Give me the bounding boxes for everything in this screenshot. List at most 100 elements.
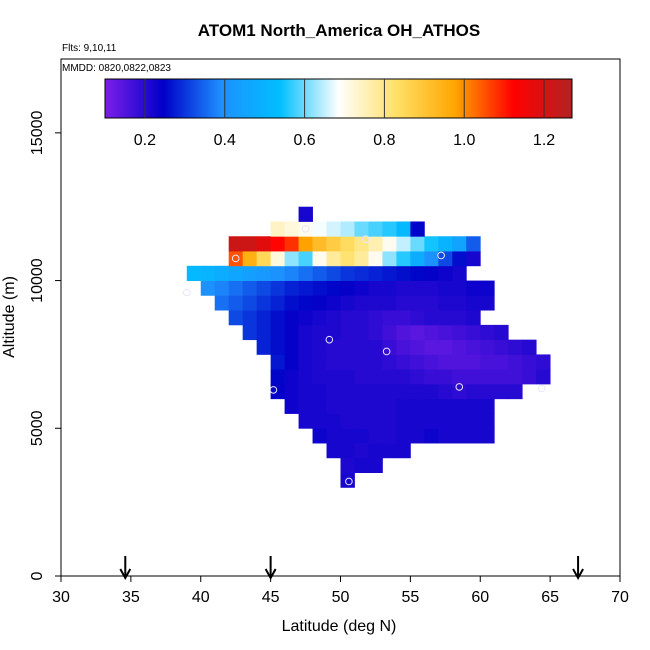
heatmap-cell [270,339,285,355]
heatmap-cell [382,413,397,429]
heatmap-cell [466,236,481,252]
heatmap-cell [354,383,369,400]
heatmap-cell [326,265,341,281]
heatmap-cell [270,280,285,296]
heatmap-cell [438,295,453,311]
heatmap-cell [340,443,355,459]
heatmap-cell [298,265,313,281]
heatmap-cell [270,221,285,237]
heatmap-cell [312,398,327,414]
heatmap-cell [368,354,383,370]
heatmap-cell [480,324,495,341]
heatmap-cell [466,354,481,370]
colorbar-tick-label: 1.0 [453,132,475,149]
heatmap-cell [270,310,285,326]
heatmap-cell [382,383,397,400]
y-axis: 0 5000 10000 15000 [29,111,61,580]
heatmap-cell [256,265,272,281]
heatmap-cell [508,369,523,385]
heatmap-cell [200,265,216,281]
sample-point [325,335,334,344]
heatmap-cell [354,354,369,370]
heatmap-cell [368,251,383,267]
heatmap-cell [368,295,383,311]
heatmap-cell [396,265,411,281]
heatmap-cell [438,383,453,400]
heatmap-cell [382,398,397,414]
heatmap-cell [256,236,272,252]
heatmap-cell [284,354,299,370]
heatmap-cell [284,280,299,296]
heatmap-cell [382,339,397,355]
heatmap-cell [340,236,355,252]
heatmap-cell [368,221,383,237]
heatmap-cell [410,324,425,341]
heatmap-cell [354,310,369,326]
heatmap-cell [382,280,397,296]
heatmap-cell [242,265,258,281]
heatmap-cell [452,354,467,370]
heatmap-cell [312,324,327,341]
heatmap-cell [396,413,411,429]
heatmap-cell [396,310,411,326]
x-tick-label: 70 [611,589,629,606]
x-axis-title: Latitude (deg N) [282,618,397,635]
heatmap-cell [284,251,299,267]
heatmap-cell [270,324,285,341]
heatmap-cell [438,310,453,326]
heatmap-cell [438,398,453,414]
heatmap-cell [340,354,355,370]
down-arrow-icon [119,556,132,581]
heatmap-cell [424,339,439,355]
heatmap-cell [228,295,244,311]
heatmap-cell [284,383,299,400]
heatmap-cells [186,206,551,488]
heatmap-cell [382,324,397,341]
colorbar-ticks: 0.2 0.4 0.6 0.8 1.0 1.2 [134,79,555,149]
heatmap-cell [396,443,411,459]
heatmap-cell [326,398,341,414]
heatmap-cell [312,280,327,296]
sample-point [345,477,353,486]
heatmap-cell [466,295,481,311]
heatmap-cell [354,443,369,459]
heatmap-cell [396,236,411,252]
heatmap-cell [438,428,453,444]
chart-title: ATOM1 North_America OH_ATHOS [198,21,480,40]
heatmap-cell [536,354,551,370]
heatmap-cell [242,280,258,296]
heatmap-cell [368,236,383,252]
heatmap-cell [242,251,258,267]
x-tick-label: 45 [262,589,280,606]
colorbar-tick-label: 1.2 [533,132,555,149]
heatmap-cell [284,310,299,326]
heatmap-cell [298,295,313,311]
heatmap-cell [480,428,495,444]
heatmap-cell [396,354,411,370]
heatmap-cell [368,265,383,281]
heatmap-cell [382,221,397,237]
heatmap-cell [340,251,355,267]
heatmap-cell [396,383,411,400]
heatmap-cell [214,295,230,311]
x-tick-label: 60 [471,589,489,606]
heatmap-cell [522,354,537,370]
down-arrow-icon [264,556,277,581]
heatmap-cell [494,324,509,341]
heatmap-cell [424,413,439,429]
heatmap-cell [340,324,355,341]
y-tick-label: 10000 [29,258,46,303]
heatmap-cell [256,280,272,296]
heatmap-cell [326,443,341,459]
sample-points [182,225,546,486]
heatmap-cell [284,236,299,252]
heatmap-cell [368,398,383,414]
heatmap-cell [452,383,467,400]
heatmap-cell [410,295,425,311]
heatmap-cell [410,354,425,370]
heatmap-cell [410,428,425,444]
x-tick-label: 30 [52,589,70,606]
heatmap-cell [354,295,369,311]
heatmap-cell [438,280,453,296]
